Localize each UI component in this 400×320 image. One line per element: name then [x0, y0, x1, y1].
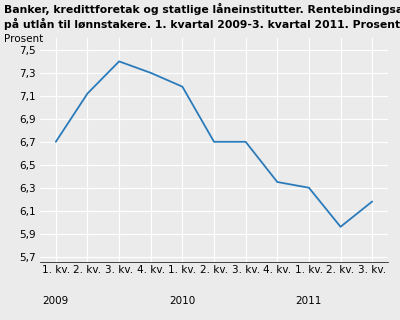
Text: Banker, kredittforetak og statlige låneinstitutter. Rentebindingsandel: Banker, kredittforetak og statlige lånei…: [4, 3, 400, 15]
Text: Prosent: Prosent: [4, 34, 43, 44]
Text: 2011: 2011: [296, 296, 322, 306]
Text: 2009: 2009: [43, 296, 69, 306]
Text: 2010: 2010: [169, 296, 196, 306]
Text: på utlån til lønnstakere. 1. kvartal 2009-3. kvartal 2011. Prosent: på utlån til lønnstakere. 1. kvartal 200…: [4, 18, 400, 30]
